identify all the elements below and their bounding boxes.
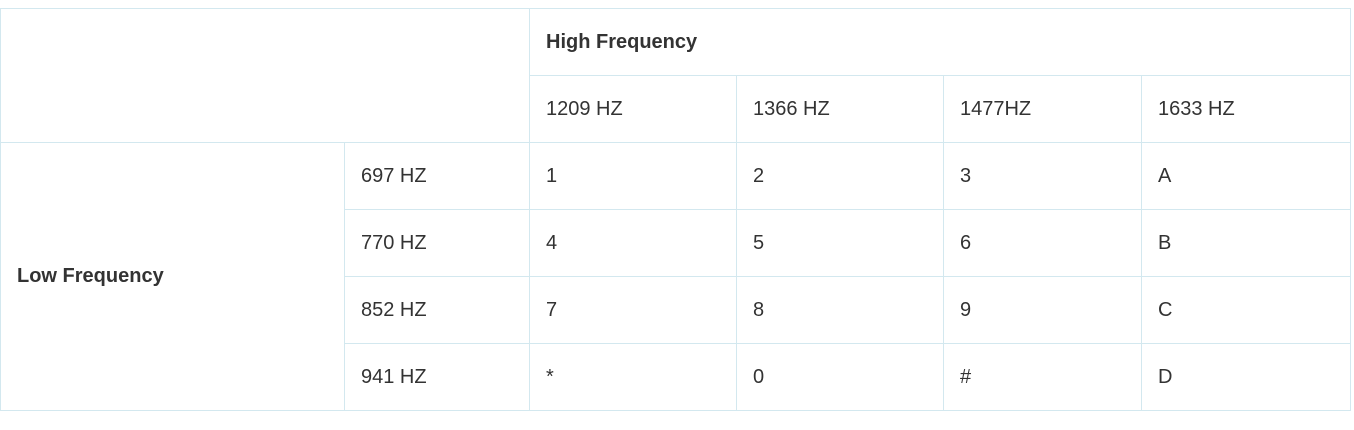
key-cell: 9 — [943, 276, 1142, 344]
dtmf-frequency-table: High Frequency 1209 HZ 1366 HZ 1477HZ 16… — [0, 8, 1352, 411]
header-row-high-frequencies: 1209 HZ 1366 HZ 1477HZ 1633 HZ — [1, 75, 1352, 143]
key-cell: 0 — [736, 343, 944, 411]
key-cell: C — [1140, 276, 1352, 344]
key-cell: 1 — [529, 142, 737, 210]
key-cell: D — [1140, 343, 1352, 411]
key-cell: 5 — [736, 209, 944, 277]
high-frequency-cell: 1477HZ — [943, 75, 1142, 143]
key-cell: 7 — [529, 276, 737, 344]
low-frequency-cell: 941 HZ — [344, 343, 530, 411]
key-cell: 8 — [736, 276, 944, 344]
table-row: 852 HZ 7 8 9 C — [1, 276, 1352, 344]
key-cell: 4 — [529, 209, 737, 277]
table-row: 770 HZ 4 5 6 B — [1, 209, 1352, 277]
low-frequency-cell: 697 HZ — [344, 142, 530, 210]
high-frequency-cell: 1209 HZ — [529, 75, 737, 143]
high-frequency-cell: 1366 HZ — [736, 75, 944, 143]
key-cell: A — [1140, 142, 1352, 210]
low-frequency-cell: 852 HZ — [344, 276, 530, 344]
high-frequency-heading: High Frequency — [528, 8, 1352, 76]
key-cell: * — [529, 343, 737, 411]
header-row-high-frequency: High Frequency — [0, 8, 1352, 143]
table-row: 941 HZ * 0 # D — [1, 343, 1352, 411]
empty-corner-cell — [0, 8, 530, 143]
table-row: Low Frequency 697 HZ 1 2 3 A — [0, 142, 1352, 411]
key-cell: 3 — [943, 142, 1142, 210]
key-cell: B — [1140, 209, 1352, 277]
key-cell: 2 — [736, 142, 944, 210]
low-frequency-cell: 770 HZ — [344, 209, 530, 277]
high-frequency-cell: 1633 HZ — [1140, 75, 1352, 143]
key-cell: # — [943, 343, 1142, 411]
key-cell: 6 — [943, 209, 1142, 277]
dtmf-table-container: High Frequency 1209 HZ 1366 HZ 1477HZ 16… — [0, 8, 1352, 411]
low-frequency-heading: Low Frequency — [0, 142, 345, 411]
